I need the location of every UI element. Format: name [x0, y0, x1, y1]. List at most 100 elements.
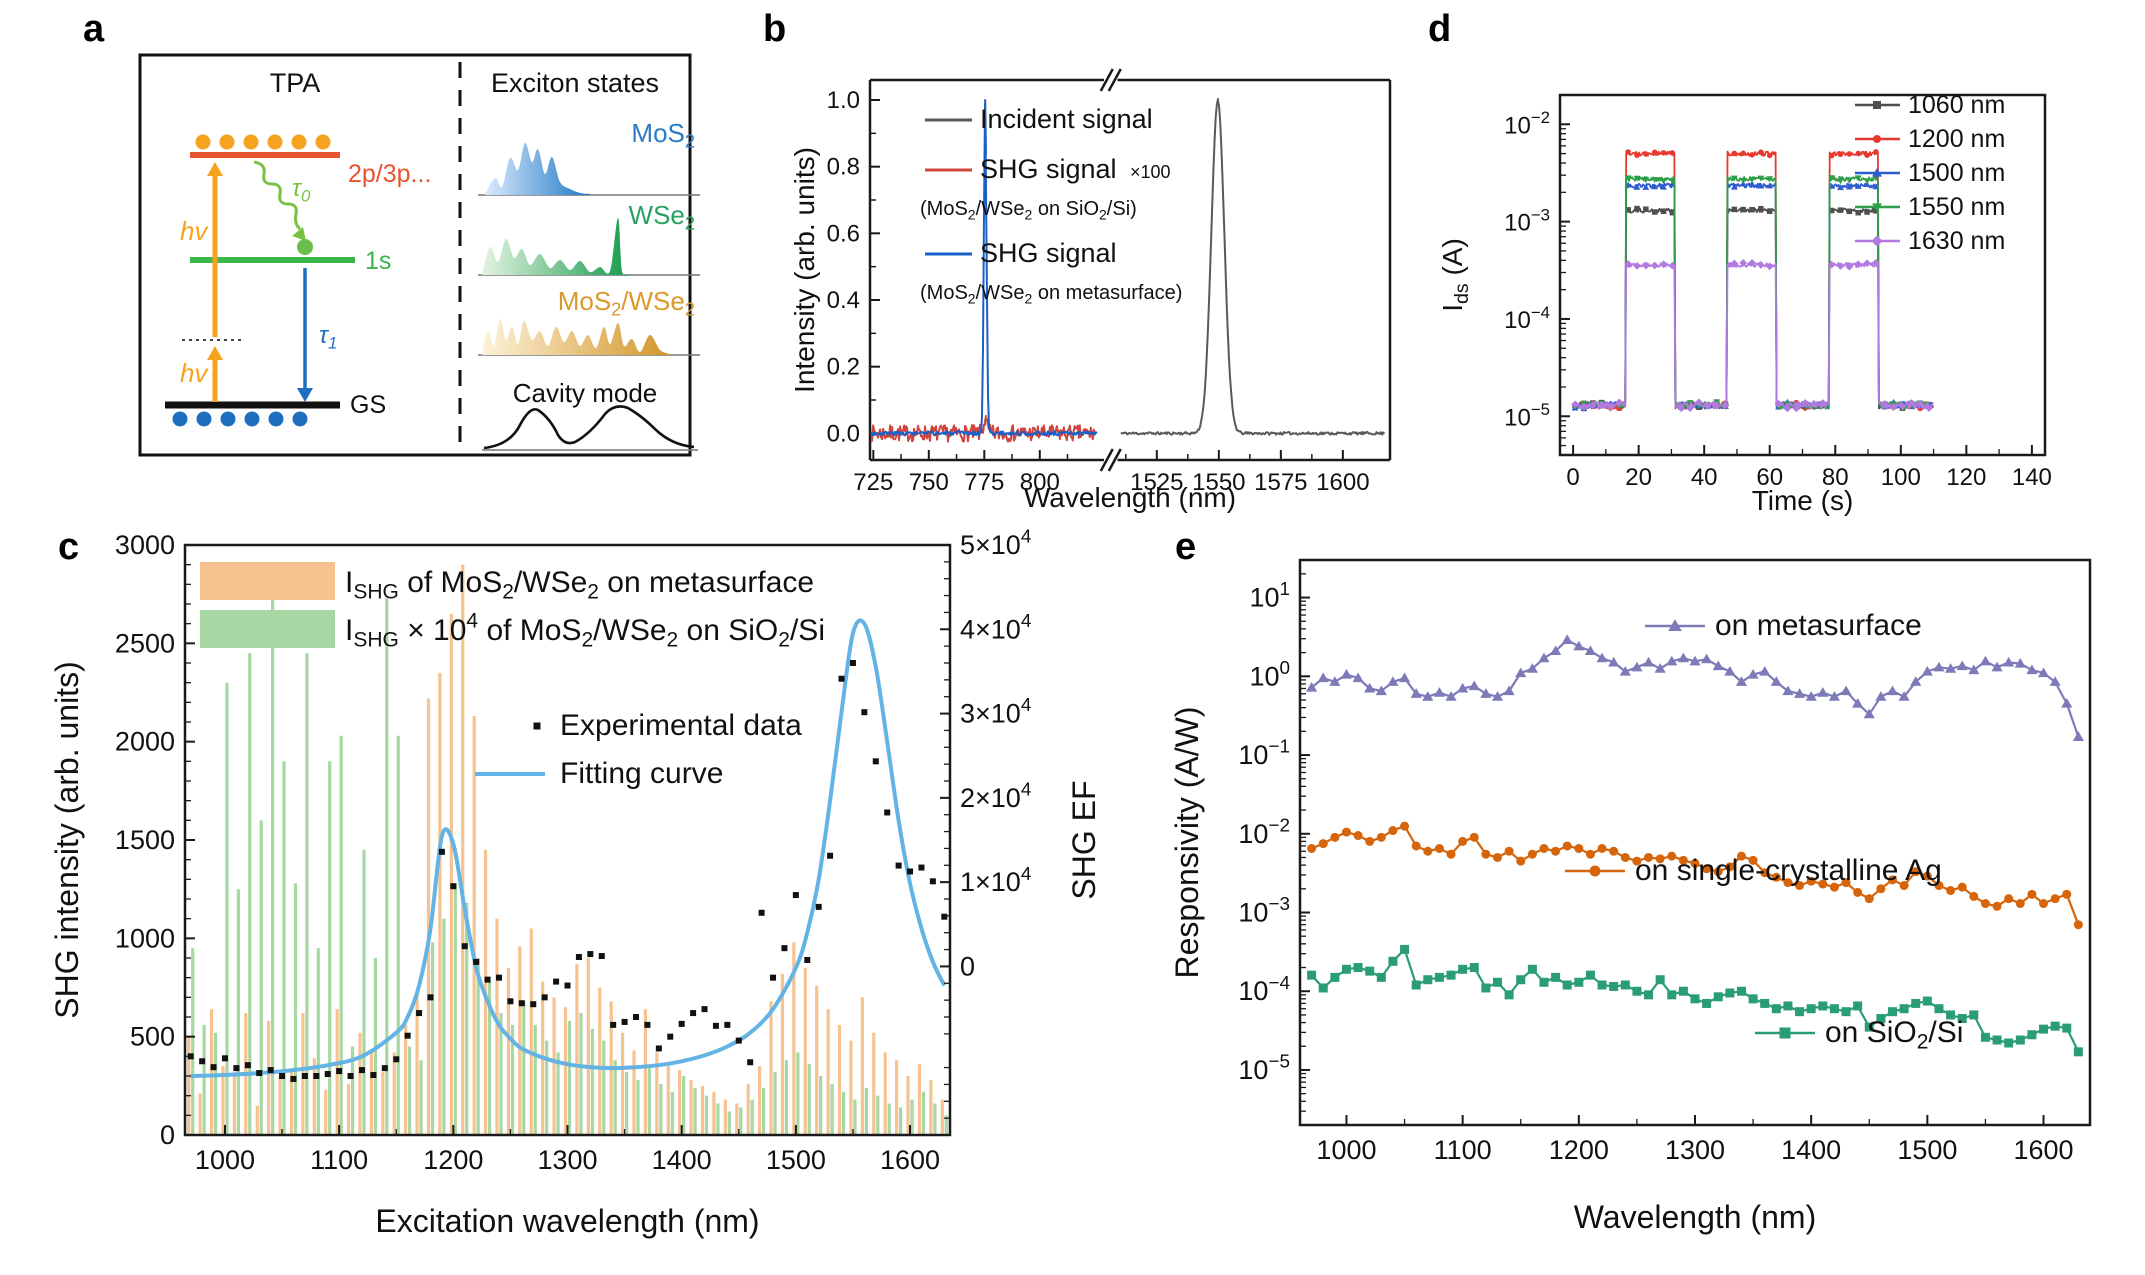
panel-b-chart: 0.0 0.2 0.4 0.6 0.8 1.0 725 750 775 800 1525 1550 15… [790, 68, 1392, 513]
panel-a-letter: a [83, 8, 105, 50]
svg-text:Incident signal: Incident signal [980, 104, 1153, 134]
svg-text:1500: 1500 [115, 825, 175, 855]
svg-text:1060 nm: 1060 nm [1908, 91, 2005, 119]
svg-text:10−3: 10−3 [1238, 894, 1290, 927]
svg-text:×100: ×100 [1130, 162, 1171, 182]
fitting-curve [190, 618, 947, 1078]
svg-text:2000: 2000 [115, 727, 175, 757]
svg-text:Ids (A): Ids (A) [1437, 238, 1473, 312]
svg-text:10−3: 10−3 [1504, 206, 1550, 237]
svg-text:Fitting curve: Fitting curve [560, 757, 723, 790]
svg-text:0.4: 0.4 [827, 287, 860, 314]
svg-text:60: 60 [1756, 464, 1783, 491]
svg-text:0.8: 0.8 [827, 154, 860, 181]
panel-a-diagram: TPA Exciton states 2p/3p... 1s GS hv hv τ0 τ1 MoS… [138, 53, 700, 457]
svg-text:0: 0 [960, 951, 975, 981]
svg-text:SHG EF: SHG EF [1066, 780, 1102, 899]
svg-text:1100: 1100 [310, 1145, 368, 1175]
svg-text:3×104: 3×104 [960, 695, 1031, 728]
responsivity-series [1306, 634, 2084, 1057]
scatter-series [187, 660, 948, 1082]
pulse-series [1571, 149, 1934, 413]
svg-text:ISHG × 104 of MoS2/WSe2 on SiO: ISHG × 104 of MoS2/WSe2 on SiO2/Si [345, 609, 825, 651]
spectra-series [870, 98, 1386, 443]
svg-text:0: 0 [160, 1120, 175, 1150]
legend: ISHG of MoS2/WSe2 on metasurface ISHG × 1… [200, 562, 825, 790]
svg-text:1600: 1600 [2013, 1135, 2073, 1165]
svg-text:1000: 1000 [115, 923, 175, 953]
svg-text:750: 750 [909, 469, 949, 496]
svg-text:Cavity mode: Cavity mode [513, 378, 658, 408]
svg-text:1630 nm: 1630 nm [1908, 227, 2005, 255]
svg-text:Exciton states: Exciton states [491, 68, 659, 98]
svg-text:SHG signal: SHG signal [980, 238, 1117, 268]
svg-text:1525: 1525 [1130, 469, 1183, 496]
svg-text:1000: 1000 [195, 1145, 255, 1175]
svg-text:Intensity (arb. units): Intensity (arb. units) [790, 147, 820, 393]
svg-text:100: 100 [1881, 464, 1921, 491]
svg-text:1.0: 1.0 [827, 87, 860, 114]
svg-text:hv: hv [180, 358, 209, 388]
svg-text:SHG signal: SHG signal [980, 154, 1117, 184]
svg-text:1300: 1300 [1665, 1135, 1725, 1165]
svg-text:Wavelength (nm): Wavelength (nm) [1024, 482, 1236, 513]
svg-text:40: 40 [1691, 464, 1718, 491]
svg-text:140: 140 [2012, 464, 2052, 491]
svg-text:Time (s): Time (s) [1752, 485, 1854, 516]
svg-text:1550: 1550 [1192, 469, 1245, 496]
svg-text:500: 500 [130, 1022, 175, 1052]
svg-text:Experimental data: Experimental data [560, 709, 802, 742]
svg-text:0.0: 0.0 [827, 420, 860, 447]
bar-series [187, 564, 948, 1135]
svg-text:2500: 2500 [115, 628, 175, 658]
panel-d-chart: 10−2 10−3 10−4 10−5 0 20 40 60 80 100 120 140 1060 n… [1437, 91, 2052, 516]
svg-text:3000: 3000 [115, 530, 175, 560]
svg-text:(MoS2/WSe2 on SiO2/Si): (MoS2/WSe2 on SiO2/Si) [920, 198, 1137, 222]
svg-text:ISHG of MoS2/WSe2 on metasurfa: ISHG of MoS2/WSe2 on metasurface [345, 566, 814, 604]
svg-text:120: 120 [1946, 464, 1986, 491]
panel-d-letter: d [1428, 8, 1452, 50]
svg-text:1×104: 1×104 [960, 864, 1031, 897]
svg-text:2×104: 2×104 [960, 780, 1031, 813]
svg-text:10−5: 10−5 [1504, 400, 1550, 431]
panel-b-letter: b [763, 8, 787, 50]
svg-text:10−5: 10−5 [1238, 1052, 1290, 1085]
svg-text:0.2: 0.2 [827, 354, 860, 381]
svg-text:725: 725 [853, 469, 893, 496]
svg-text:WSe2: WSe2 [629, 200, 695, 234]
svg-text:10−2: 10−2 [1238, 815, 1290, 848]
svg-text:on metasurface: on metasurface [1715, 609, 1922, 642]
svg-text:on SiO2/Si: on SiO2/Si [1825, 1016, 1963, 1054]
legend: Incident signal SHG signal ×100 (MoS2/WSe2 … [920, 104, 1182, 306]
svg-text:MoS2/WSe2: MoS2/WSe2 [558, 286, 695, 320]
svg-text:Wavelength (nm): Wavelength (nm) [1574, 1199, 1816, 1235]
svg-text:1500 nm: 1500 nm [1908, 159, 2005, 187]
svg-text:10−1: 10−1 [1238, 737, 1290, 770]
svg-text:0.6: 0.6 [827, 220, 860, 247]
panel-c-chart: 0 500 1000 1500 2000 2500 3000 0 1×104 2×104 3×104… [49, 528, 1102, 1239]
svg-text:τ1: τ1 [319, 322, 337, 352]
panel-e-chart: 101 100 10−1 10−2 10−3 10−4 10−5 1000 1100 1200 13… [1169, 558, 2092, 1235]
svg-text:MoS2: MoS2 [631, 118, 695, 152]
panel-e-letter: e [1175, 526, 1197, 568]
legend: on metasurface on single-crystalline Ag on… [1565, 609, 1963, 1054]
svg-text:1200: 1200 [1549, 1135, 1609, 1165]
svg-text:20: 20 [1625, 464, 1652, 491]
svg-text:1500: 1500 [766, 1145, 826, 1175]
svg-text:1000: 1000 [1316, 1135, 1376, 1165]
svg-text:1400: 1400 [652, 1145, 712, 1175]
svg-text:1600: 1600 [880, 1145, 940, 1175]
svg-text:2p/3p...: 2p/3p... [348, 160, 431, 188]
svg-text:hv: hv [180, 216, 209, 246]
svg-text:10−4: 10−4 [1504, 303, 1550, 334]
svg-text:10−4: 10−4 [1238, 973, 1290, 1006]
panel-c-letter: c [58, 526, 80, 568]
svg-text:4×104: 4×104 [960, 611, 1031, 644]
svg-text:1550 nm: 1550 nm [1908, 193, 2005, 221]
svg-text:0: 0 [1566, 464, 1579, 491]
svg-text:10−2: 10−2 [1504, 108, 1550, 139]
svg-text:1575: 1575 [1254, 469, 1307, 496]
svg-text:on single-crystalline Ag: on single-crystalline Ag [1635, 854, 1942, 887]
svg-text:Responsivity (A/W): Responsivity (A/W) [1169, 706, 1205, 978]
